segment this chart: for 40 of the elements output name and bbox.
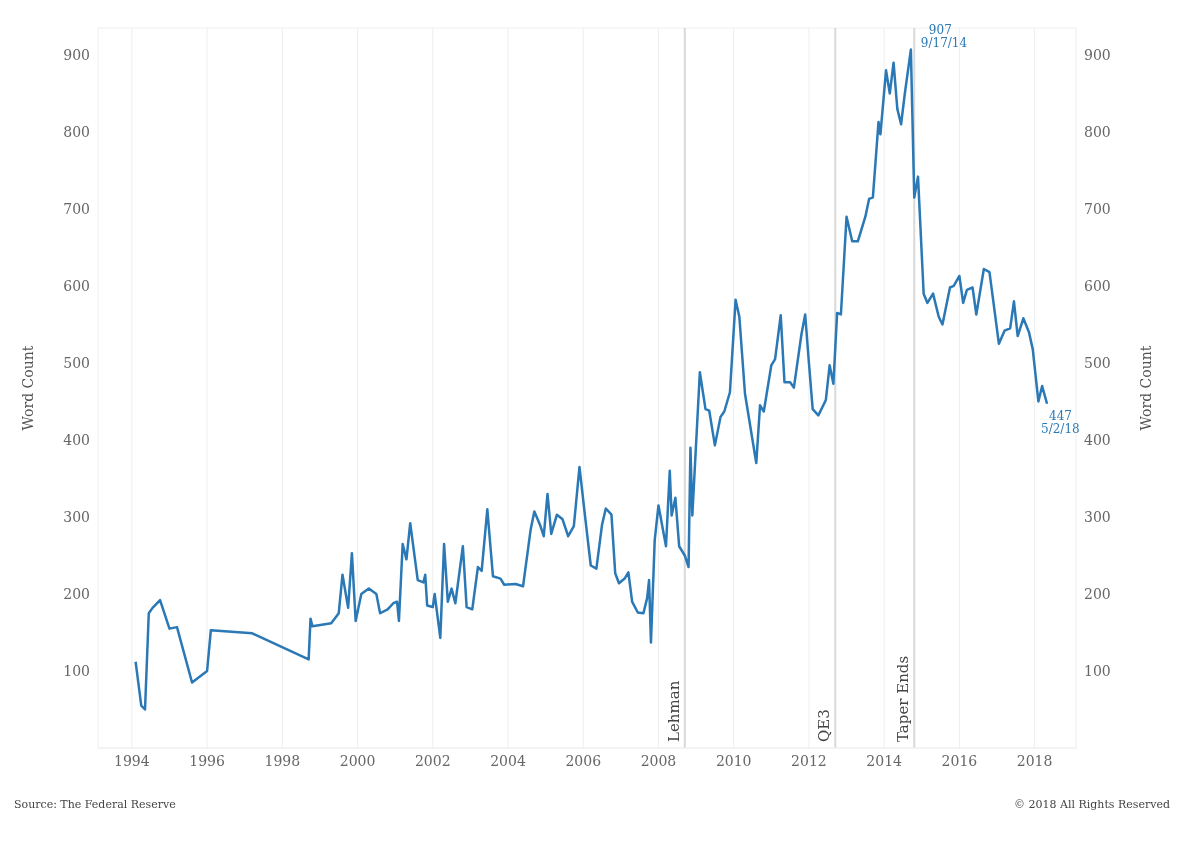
y2-tick-label: 900	[1084, 46, 1111, 63]
y-tick-label: 200	[63, 585, 90, 602]
ref-line-label: Lehman	[664, 680, 683, 742]
y2-tick-label: 300	[1084, 508, 1111, 525]
annotation: 447 5/2/18	[1041, 408, 1080, 436]
y2-tick-label: 400	[1084, 431, 1111, 448]
ref-line-label: QE3	[815, 709, 834, 742]
x-tick-label: 2004	[490, 752, 526, 769]
x-tick-label: 1996	[189, 752, 225, 769]
y2-tick-label: 800	[1084, 123, 1111, 140]
y2-axis-title: Word Count	[1137, 345, 1154, 431]
x-tick-label: 2008	[640, 752, 677, 769]
y2-tick-label: 700	[1084, 200, 1111, 217]
x-tick-label: 2000	[339, 752, 376, 769]
y-tick-label: 700	[63, 200, 90, 217]
x-tick-label: 2002	[414, 752, 451, 769]
y-tick-label: 600	[63, 277, 90, 294]
annotation: 907 9/17/14	[920, 22, 968, 50]
y-tick-label: 300	[63, 508, 90, 525]
y-tick-label: 100	[63, 662, 90, 679]
y-tick-label: 900	[63, 46, 90, 63]
text: © 2018 All Rights Reserved	[1014, 798, 1170, 811]
ref-line-label: Taper Ends	[894, 655, 913, 742]
x-tick-label: 2018	[1016, 752, 1053, 769]
y-axis-title: Word Count	[19, 345, 36, 431]
y2-tick-label: 600	[1084, 277, 1111, 294]
y2-tick-label: 500	[1084, 354, 1111, 371]
x-tick-label: 2016	[941, 752, 978, 769]
x-tick-label: 2012	[791, 752, 827, 769]
source-note: Source: The Federal Reserve	[14, 798, 176, 811]
y2-tick-label: 100	[1084, 662, 1111, 679]
y-tick-label: 500	[63, 354, 90, 371]
x-tick-label: 1998	[264, 752, 301, 769]
y-tick-label: 800	[63, 123, 90, 140]
y2-tick-label: 200	[1084, 585, 1111, 602]
x-tick-label: 2010	[715, 752, 752, 769]
x-tick-label: 2014	[866, 752, 903, 769]
y-tick-label: 400	[63, 431, 90, 448]
x-tick-label: 1994	[114, 752, 150, 769]
x-tick-label: 2006	[565, 752, 602, 769]
